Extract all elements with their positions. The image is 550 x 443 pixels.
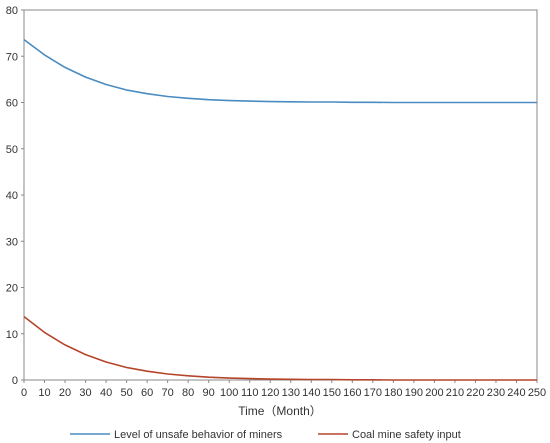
x-tick-label: 120 [261, 387, 279, 399]
legend: Level of unsafe behavior of miners Coal … [70, 429, 461, 441]
y-tick-label: 30 [6, 236, 18, 248]
y-tick-label: 80 [6, 5, 18, 17]
x-tick-label: 110 [241, 387, 259, 399]
y-tick-label: 20 [6, 283, 18, 295]
x-tick-label: 230 [487, 387, 505, 399]
x-tick-label: 30 [79, 387, 91, 399]
x-tick-label: 50 [120, 387, 132, 399]
series-line-safety-input [23, 315, 537, 381]
legend-label-safety-input: Coal mine safety input [352, 429, 461, 441]
y-tick-label: 0 [12, 375, 18, 387]
x-tick-label: 130 [282, 387, 300, 399]
x-tick-label: 40 [100, 387, 112, 399]
x-axis-ticks: 0 10 20 30 40 50 60 70 80 90 100 110 120 130 140 150 160… [21, 380, 546, 399]
y-tick-label: 70 [6, 51, 18, 63]
series-line-unsafe-behavior [23, 38, 537, 104]
legend-label-unsafe-behavior: Level of unsafe behavior of miners [114, 429, 283, 441]
x-tick-label: 90 [203, 387, 215, 399]
y-tick-label: 50 [6, 144, 18, 156]
y-axis-ticks: 0 10 20 30 40 50 60 70 80 [6, 5, 24, 387]
x-tick-label: 100 [220, 387, 238, 399]
x-tick-label: 70 [162, 387, 174, 399]
x-tick-label: 180 [384, 387, 402, 399]
x-tick-label: 60 [141, 387, 153, 399]
x-tick-label: 140 [302, 387, 320, 399]
x-tick-label: 170 [364, 387, 382, 399]
plot-frame [23, 9, 538, 381]
x-tick-label: 150 [323, 387, 341, 399]
x-tick-label: 10 [38, 387, 50, 399]
series-lines [23, 38, 537, 381]
x-tick-label: 200 [425, 387, 443, 399]
x-tick-label: 0 [21, 387, 27, 399]
x-tick-label: 190 [405, 387, 423, 399]
x-tick-label: 160 [343, 387, 361, 399]
x-axis-title: Time（Month） [238, 404, 322, 418]
x-tick-label: 220 [466, 387, 484, 399]
x-tick-label: 20 [59, 387, 71, 399]
x-tick-label: 250 [528, 387, 546, 399]
x-tick-label: 80 [182, 387, 194, 399]
x-tick-label: 210 [446, 387, 464, 399]
y-tick-label: 40 [6, 190, 18, 202]
y-tick-label: 10 [6, 329, 18, 341]
x-tick-label: 240 [507, 387, 525, 399]
y-tick-label: 60 [6, 98, 18, 110]
